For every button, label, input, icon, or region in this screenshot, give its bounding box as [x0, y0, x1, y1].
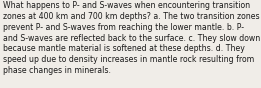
Text: What happens to P- and S-waves when encountering transition
zones at 400 km and : What happens to P- and S-waves when enco… — [3, 1, 260, 75]
